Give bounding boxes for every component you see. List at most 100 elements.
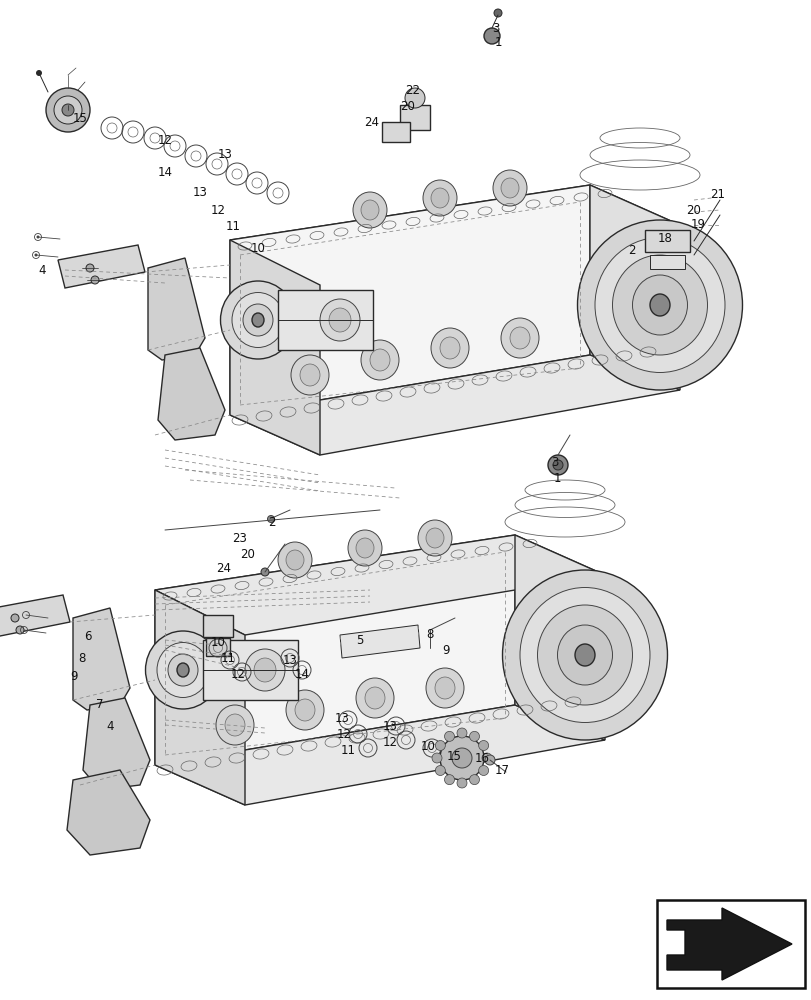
Bar	[381, 122, 410, 142]
Bar	[649, 255, 684, 269]
Text: 3: 3	[551, 456, 558, 468]
Bar	[277, 290, 372, 350]
Text: 8: 8	[426, 629, 433, 642]
Text: 1: 1	[552, 472, 560, 485]
Ellipse shape	[370, 349, 389, 371]
Ellipse shape	[221, 281, 295, 359]
Circle shape	[260, 568, 268, 576]
Ellipse shape	[251, 313, 264, 327]
Ellipse shape	[557, 625, 611, 685]
Text: 24: 24	[364, 115, 379, 128]
Text: 16: 16	[474, 752, 489, 764]
Text: 9: 9	[442, 644, 449, 656]
Ellipse shape	[509, 327, 530, 349]
Text: 15: 15	[72, 111, 88, 124]
Ellipse shape	[353, 192, 387, 228]
Polygon shape	[590, 185, 679, 390]
Ellipse shape	[594, 237, 724, 372]
Text: 11: 11	[221, 652, 235, 664]
Ellipse shape	[418, 520, 452, 556]
Text: 10: 10	[251, 241, 265, 254]
Polygon shape	[340, 625, 419, 658]
Ellipse shape	[285, 690, 324, 730]
Ellipse shape	[632, 275, 687, 335]
Circle shape	[267, 516, 274, 522]
Text: 10: 10	[420, 740, 435, 752]
Ellipse shape	[423, 180, 457, 216]
Text: 21: 21	[710, 188, 724, 202]
Ellipse shape	[299, 364, 320, 386]
Text: 17: 17	[494, 764, 508, 776]
Text: 20: 20	[400, 101, 415, 113]
Ellipse shape	[157, 643, 208, 698]
Text: 13: 13	[282, 654, 297, 666]
Circle shape	[435, 766, 444, 776]
Circle shape	[444, 775, 454, 785]
Ellipse shape	[574, 644, 594, 666]
Polygon shape	[83, 698, 150, 790]
Text: 19: 19	[689, 219, 705, 232]
Text: 18: 18	[657, 232, 672, 244]
Ellipse shape	[537, 605, 632, 705]
Ellipse shape	[294, 699, 315, 721]
Ellipse shape	[177, 663, 189, 677]
Circle shape	[34, 253, 37, 256]
Circle shape	[36, 235, 40, 238]
Circle shape	[54, 96, 82, 124]
Bar	[400, 105, 430, 130]
Polygon shape	[230, 185, 590, 415]
Text: 12: 12	[210, 204, 225, 217]
Ellipse shape	[277, 542, 311, 578]
Text: 15: 15	[446, 750, 461, 762]
Circle shape	[36, 70, 42, 76]
Text: 3: 3	[491, 21, 499, 34]
Text: 22: 22	[405, 84, 420, 97]
Circle shape	[444, 731, 454, 741]
Polygon shape	[67, 770, 150, 855]
Text: 4: 4	[38, 263, 45, 276]
Circle shape	[469, 775, 479, 785]
Ellipse shape	[216, 705, 254, 745]
Text: 8: 8	[78, 652, 86, 664]
Ellipse shape	[577, 220, 741, 390]
Polygon shape	[230, 355, 679, 455]
Text: 24: 24	[217, 562, 231, 574]
Ellipse shape	[232, 292, 284, 348]
Polygon shape	[155, 590, 245, 805]
Ellipse shape	[168, 654, 198, 686]
Ellipse shape	[435, 677, 454, 699]
Ellipse shape	[355, 538, 374, 558]
Ellipse shape	[320, 299, 359, 341]
Polygon shape	[514, 535, 604, 740]
Polygon shape	[0, 595, 70, 638]
Ellipse shape	[361, 340, 398, 380]
Ellipse shape	[440, 337, 460, 359]
Circle shape	[483, 28, 500, 44]
Circle shape	[493, 9, 501, 17]
Bar	[644, 230, 689, 252]
Ellipse shape	[502, 570, 667, 740]
Ellipse shape	[254, 658, 276, 682]
Ellipse shape	[649, 294, 669, 316]
Text: 23: 23	[232, 532, 247, 544]
Ellipse shape	[285, 550, 303, 570]
Text: 11: 11	[225, 221, 240, 233]
Ellipse shape	[242, 304, 272, 336]
Circle shape	[478, 740, 488, 750]
Text: 5: 5	[356, 634, 363, 647]
Text: 2: 2	[628, 243, 635, 256]
Text: 7: 7	[97, 698, 104, 712]
Text: 12: 12	[382, 736, 397, 748]
Text: 1: 1	[494, 35, 501, 48]
Text: 12: 12	[230, 668, 245, 680]
Ellipse shape	[328, 308, 350, 332]
Circle shape	[482, 753, 491, 763]
Ellipse shape	[519, 587, 649, 722]
Text: 13: 13	[382, 720, 397, 732]
Polygon shape	[58, 245, 145, 288]
Polygon shape	[155, 535, 514, 765]
Circle shape	[46, 88, 90, 132]
Ellipse shape	[245, 649, 285, 691]
Circle shape	[440, 736, 483, 780]
Circle shape	[405, 88, 424, 108]
